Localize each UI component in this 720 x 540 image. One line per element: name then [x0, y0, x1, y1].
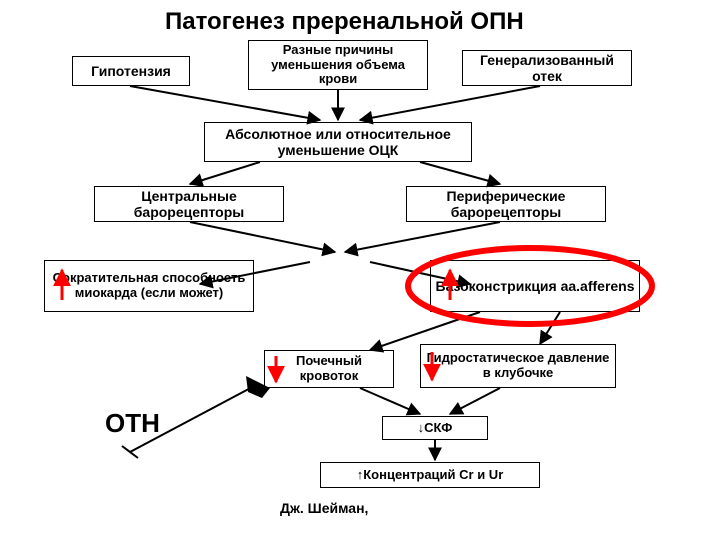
- node-myocardial: Сократительная способность миокарда (есл…: [44, 260, 254, 312]
- node-gfr: ↓СКФ: [382, 416, 488, 440]
- flowchart-stage: Патогенез преренальной ОПН Гипотензия Ра…: [0, 0, 720, 540]
- node-volume-decrease: Абсолютное или относительное уменьшение …: [204, 122, 472, 162]
- node-renal-flow: Почечный кровоток: [264, 350, 394, 388]
- node-central-baro: Центральные барорецепторы: [94, 186, 284, 222]
- node-generalized-edema: Генерализованный отек: [462, 50, 632, 86]
- node-peripheral-baro: Периферические барорецепторы: [406, 186, 606, 222]
- node-concentration: ↑Концентраций Cr и Ur: [320, 462, 540, 488]
- node-causes-volume: Разные причины уменьшения объема крови: [248, 40, 428, 90]
- node-vasoconstriction: Вазоконстрикция аа.afferens: [430, 260, 640, 312]
- otn-label: ОТН: [105, 408, 160, 439]
- node-hypotension: Гипотензия: [72, 56, 190, 86]
- diagram-title: Патогенез преренальной ОПН: [165, 8, 524, 36]
- node-hydrostatic: Гидростатическое давление в клубочке: [420, 344, 616, 388]
- footer-author: Дж. Шейман,: [280, 500, 368, 516]
